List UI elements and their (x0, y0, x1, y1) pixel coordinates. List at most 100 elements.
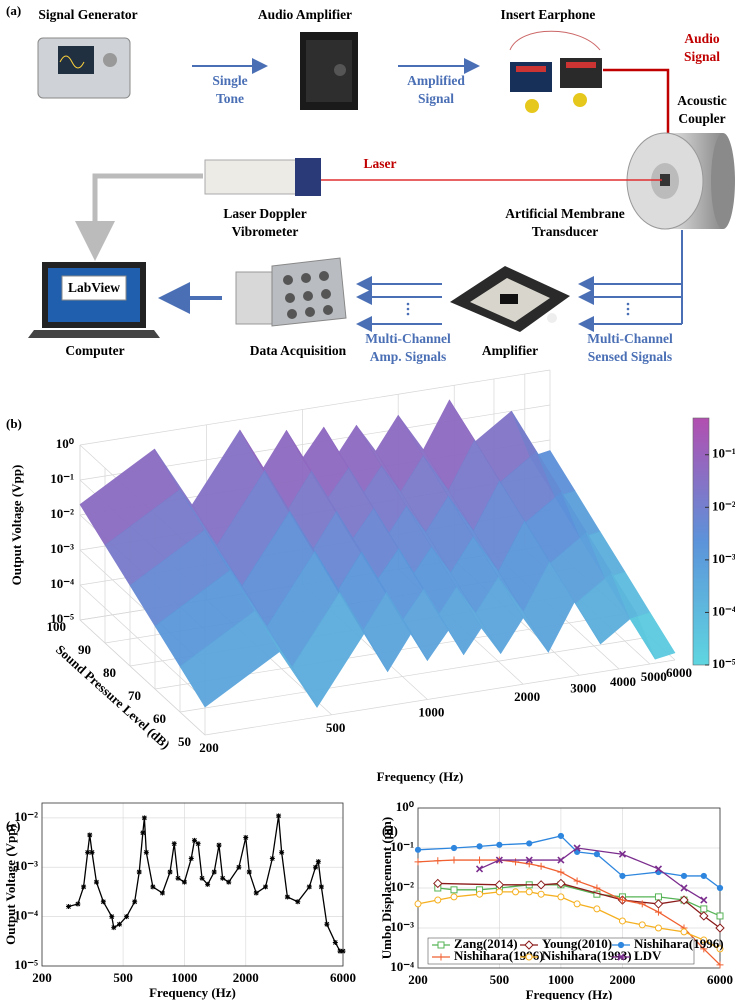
legend-box (427, 937, 695, 965)
device-label: Computer (65, 343, 124, 358)
marker (315, 859, 321, 865)
charts: (b) 10⁻⁵ 10⁻⁴ 10⁻³ 10⁻² 10⁻¹ 10⁰ 200 500 1000 2000… (3, 369, 735, 1000)
marker (593, 884, 601, 892)
marker (236, 864, 242, 870)
device-label: Insert Earphone (501, 7, 596, 22)
marker (525, 860, 533, 868)
audio-cable (603, 68, 670, 140)
marker (716, 945, 724, 953)
y-tick-label: 10⁰ (396, 799, 415, 814)
vibrometer-device (204, 159, 306, 195)
device-label: Laser Doppler (223, 206, 306, 221)
signal-label: Single (212, 73, 247, 88)
device-label: Transducer (532, 224, 599, 239)
device-label: Acoustic (677, 93, 727, 108)
y-tick-label: 10⁻³ (390, 919, 414, 934)
earphone-tip (525, 99, 539, 113)
signal-label: Amp. Signals (370, 349, 447, 364)
legend-label: Young(2010) (542, 936, 612, 951)
signal-label: Amplified (407, 73, 465, 88)
marker (700, 905, 708, 913)
marker (680, 872, 688, 880)
marker (557, 893, 565, 901)
marker (211, 869, 217, 875)
marker (700, 896, 708, 904)
labview-box (61, 275, 127, 301)
signal-label: Tone (216, 91, 244, 106)
colorbar-label: 10⁻³ (712, 551, 735, 566)
marker (536, 880, 546, 890)
marker (167, 869, 173, 875)
grid-line (179, 636, 651, 713)
panel-label: (b) (6, 416, 22, 431)
marker (638, 900, 646, 908)
marker (525, 888, 533, 896)
y-tick-label: 90 (78, 642, 91, 657)
chip (500, 294, 518, 304)
x-tick-label: 1000 (171, 970, 197, 985)
board-screw (547, 313, 557, 323)
marker (654, 893, 662, 901)
marker (512, 888, 520, 896)
signal-label: Signal (684, 49, 720, 64)
colorbar (692, 417, 710, 666)
marker (150, 884, 156, 890)
marker (220, 875, 226, 881)
legend-label: Nishihara(1996) (634, 936, 724, 951)
y-tick-label: 10⁻⁴ (14, 908, 38, 923)
x-tick-label: 2000 (233, 970, 259, 985)
marker (450, 844, 458, 852)
marker (171, 841, 177, 847)
marker (619, 872, 626, 880)
marker (617, 941, 625, 949)
y-tick-label: 10⁻⁴ (390, 959, 414, 974)
marker (93, 879, 99, 885)
marker (680, 928, 688, 936)
marker (89, 849, 95, 855)
z-axis-title: Output Voltage (Vpp) (9, 465, 24, 586)
marker (557, 856, 565, 864)
marker (332, 939, 338, 945)
marker (295, 899, 301, 905)
marker (700, 872, 707, 880)
marker (433, 878, 443, 889)
marker (253, 890, 259, 896)
marker (116, 921, 122, 927)
marker (524, 940, 534, 950)
setup-diagram: (a) Signal Generator Audio Amplifier Ins… (6, 3, 735, 364)
marker (617, 953, 625, 961)
laptop-base (28, 330, 160, 338)
marker (124, 914, 130, 920)
marker (525, 856, 533, 864)
marker (700, 945, 708, 953)
marker (246, 869, 252, 875)
marker (476, 843, 483, 850)
x-tick-label: 2000 (514, 689, 540, 704)
marker (109, 914, 115, 920)
surface-patch (629, 612, 676, 660)
marker (654, 908, 662, 916)
earphone-label (566, 62, 596, 68)
z-tick-label: 10⁻² (50, 506, 74, 521)
y-tick-label: 10⁻² (14, 809, 38, 824)
y-axis-title: Umbo Displacement (μm) (379, 817, 394, 959)
marker (496, 841, 503, 848)
y-tick-label: 10⁻⁵ (14, 957, 38, 972)
marker (593, 905, 601, 913)
earphone-label (516, 66, 546, 72)
earphone-tip (573, 93, 587, 107)
device-label: Artificial Membrane (505, 206, 625, 221)
generator-wave (59, 55, 85, 69)
marker (87, 832, 93, 838)
marker (175, 875, 181, 881)
signal-label: Audio (684, 31, 720, 46)
grid-line (79, 619, 206, 736)
marker (557, 868, 565, 876)
marker (495, 856, 503, 864)
grid-line (79, 584, 206, 701)
daq-connectors (283, 271, 333, 319)
vibrometer-head (295, 158, 321, 196)
daq-controller (235, 271, 273, 325)
marker (537, 890, 545, 898)
z-tick-label: 10⁻⁴ (50, 576, 74, 591)
